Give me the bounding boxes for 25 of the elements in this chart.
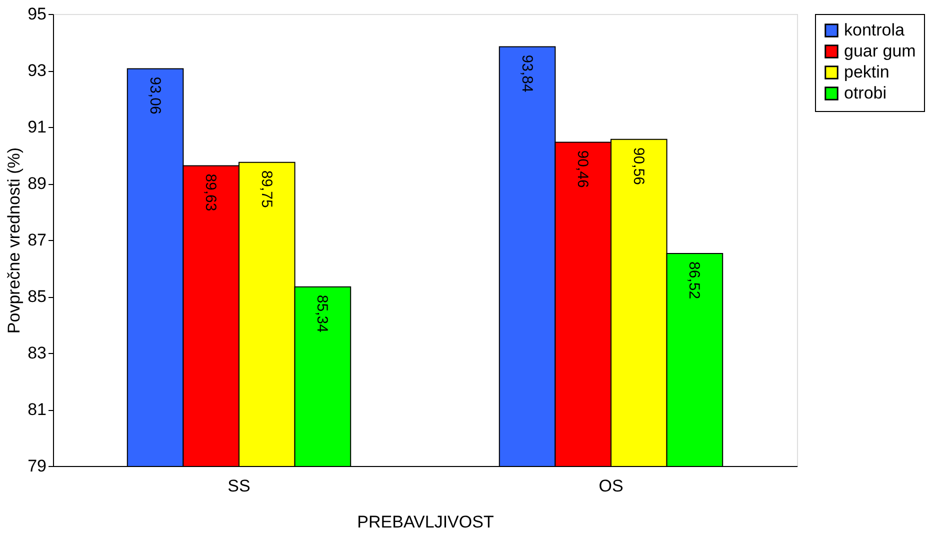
y-tick-label: 89 [28, 174, 46, 193]
data-label: 86,52 [686, 262, 703, 300]
data-label: 85,34 [314, 294, 331, 332]
data-label: 89,75 [258, 170, 275, 208]
data-label: 90,56 [630, 147, 647, 185]
legend-label: pektin [844, 62, 890, 82]
y-tick-label: 87 [28, 230, 46, 250]
data-label: 89,63 [202, 174, 220, 212]
legend-label: guar gum [844, 42, 916, 60]
data-label: 90,46 [574, 150, 592, 188]
y-tick-label: 85 [28, 287, 46, 306]
legend-label: otrobi [844, 84, 887, 102]
y-axis-title: Povprečne vrednosti (%) [4, 147, 24, 334]
x-axis-title: PREBAVLJIVOST [357, 512, 494, 532]
x-tick-label: OS [598, 476, 624, 496]
legend-label: kontrola [844, 20, 906, 40]
y-tick-label: 81 [28, 400, 46, 419]
y-tick-label: 95 [28, 4, 46, 24]
y-tick-label: 83 [28, 344, 46, 362]
x-tick-label: SS [228, 476, 250, 496]
y-tick-label: 93 [28, 61, 46, 80]
y-tick-label: 79 [28, 456, 46, 476]
data-label: 93,84 [518, 54, 536, 92]
y-tick-label: 91 [28, 118, 46, 136]
data-label: 93,06 [146, 76, 164, 114]
